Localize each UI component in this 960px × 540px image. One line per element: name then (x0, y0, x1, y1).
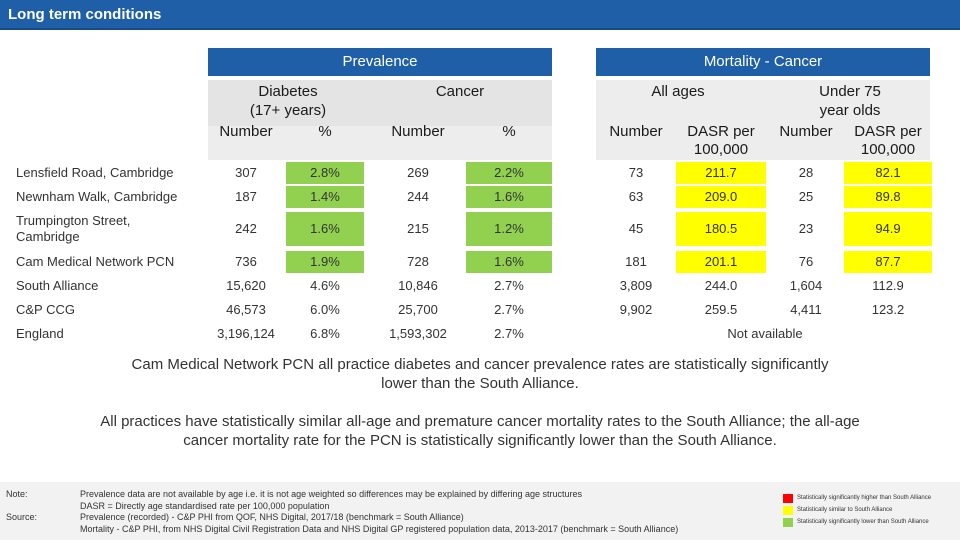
all-ages-dasr: 180.5 (676, 212, 766, 246)
diabetes-number: 15,620 (226, 278, 266, 293)
under-75-number: 28 (798, 165, 814, 180)
under-75-number: 25 (798, 189, 814, 204)
cancer-percent: 1.6% (466, 251, 552, 273)
table-row: Newnham Walk, Cambridge 187 1.4% 244 1.6… (10, 185, 932, 209)
under-75-dasr: 94.9 (844, 212, 932, 246)
diabetes-percent: 2.8% (286, 162, 364, 184)
mortality-header: Mortality - Cancer (596, 48, 930, 76)
all-ages-header: All ages (651, 83, 705, 100)
all-ages-dasr: 209.0 (676, 186, 766, 208)
cancer-number: 728 (407, 254, 429, 269)
under-75-dasr: 123.2 (871, 302, 905, 317)
diabetes-percent: 6.0% (310, 302, 340, 317)
cancer-number: 10,846 (398, 278, 438, 293)
under-75-dasr: 112.9 (872, 278, 904, 293)
cancer-percent: 1.2% (466, 212, 552, 246)
legend-swatch-red (783, 494, 793, 503)
column-header-under-75-number: Number (779, 123, 833, 140)
cancer-percent: 2.2% (466, 162, 552, 184)
diabetes-percent: 6.8% (310, 326, 340, 341)
all-ages-number: 3,809 (619, 278, 653, 293)
table-row: Lensfield Road, Cambridge 307 2.8% 269 2… (10, 161, 932, 185)
legend-swatch-yellow (783, 506, 793, 515)
legend-swatch-green (783, 518, 793, 527)
row-label: England (16, 326, 64, 341)
diabetes-number: 46,573 (226, 302, 266, 317)
column-header-cancer-percent: % (502, 123, 516, 140)
cancer-percent: 1.6% (466, 186, 552, 208)
column-header-diabetes-number: Number (219, 123, 273, 140)
all-ages-dasr: 244.0 (704, 278, 738, 293)
under-75-dasr: 87.7 (844, 251, 932, 273)
legend-item-lower: Statistically significantly lower than S… (783, 518, 953, 527)
legend-item-similar: Statistically similar to South Alliance (783, 506, 953, 515)
all-ages-dasr: 211.7 (676, 162, 766, 184)
cancer-number: 25,700 (398, 302, 438, 317)
cancer-number: 215 (407, 221, 429, 236)
footer: Note: Source: Prevalence data are not av… (0, 482, 960, 540)
under-75-number: 1,604 (789, 278, 823, 293)
footer-notes: Prevalence data are not available by age… (80, 489, 679, 534)
diabetes-percent: 1.6% (286, 212, 364, 246)
summary-mortality: All practices have statistically similar… (100, 413, 860, 449)
all-ages-number: 63 (628, 189, 644, 204)
table-row: Trumpington Street, Cambridge 242 1.6% 2… (10, 211, 932, 247)
column-header-under-75-dasr: DASR per 100,000 (854, 123, 922, 158)
cancer-percent: 2.7% (494, 278, 524, 293)
table-row: C&P CCG 46,573 6.0% 25,700 2.7% 9,902 25… (10, 298, 932, 322)
row-label: Lensfield Road, Cambridge (16, 165, 174, 180)
row-label: South Alliance (16, 278, 99, 293)
diabetes-percent: 1.9% (286, 251, 364, 273)
all-ages-number: 9,902 (619, 302, 653, 317)
column-header-diabetes-percent: % (318, 123, 332, 140)
cancer-header: Cancer (435, 83, 485, 100)
page-title: Long term conditions (0, 0, 960, 30)
row-label: C&P CCG (16, 302, 75, 317)
column-header-all-ages-dasr: DASR per 100,000 (687, 123, 755, 158)
cancer-percent: 2.7% (494, 326, 524, 341)
table-row: England 3,196,124 6.8% 1,593,302 2.7% No… (10, 322, 932, 346)
row-label: Trumpington Street, Cambridge (16, 213, 131, 244)
diabetes-number: 242 (235, 221, 257, 236)
under-75-number: 4,411 (790, 302, 822, 317)
row-label: Newnham Walk, Cambridge (16, 189, 178, 204)
diabetes-number: 736 (235, 254, 257, 269)
cancer-header-band (368, 80, 552, 126)
under-75-dasr: 89.8 (844, 186, 932, 208)
note-label: Note: (6, 489, 28, 499)
table-row: South Alliance 15,620 4.6% 10,846 2.7% 3… (10, 274, 932, 298)
all-ages-dasr: 201.1 (676, 251, 766, 273)
diabetes-percent: 1.4% (286, 186, 364, 208)
cancer-percent: 2.7% (494, 302, 524, 317)
column-header-cancer-number: Number (391, 123, 445, 140)
cancer-number: 244 (407, 189, 429, 204)
diabetes-number: 187 (235, 189, 257, 204)
diabetes-header-band (208, 80, 368, 126)
column-header-all-ages-number: Number (609, 123, 663, 140)
all-ages-number: 73 (628, 165, 644, 180)
all-ages-dasr: 259.5 (704, 302, 738, 317)
cancer-number: 1,593,302 (389, 326, 447, 341)
prevalence-header: Prevalence (208, 48, 552, 76)
summary-prevalence: Cam Medical Network PCN all practice dia… (131, 356, 829, 392)
legend-item-higher: Statistically significantly higher than … (783, 494, 953, 503)
all-ages-number: 181 (625, 254, 647, 269)
under-75-number: 76 (798, 254, 814, 269)
diabetes-number: 3,196,124 (217, 326, 275, 341)
significance-legend: Statistically significantly higher than … (783, 492, 953, 532)
row-label: Cam Medical Network PCN (16, 254, 175, 269)
mortality-subheader-band (596, 80, 930, 160)
diabetes-number: 307 (235, 165, 257, 180)
under-75-number: 23 (798, 221, 814, 236)
not-available-note: Not available (727, 326, 803, 341)
all-ages-number: 45 (628, 221, 644, 236)
under-75-dasr: 82.1 (844, 162, 932, 184)
source-label: Source: (6, 512, 38, 522)
cancer-number: 269 (407, 165, 429, 180)
table-row: Cam Medical Network PCN 736 1.9% 728 1.6… (10, 250, 932, 274)
under-75-header: Under 75 year olds (819, 83, 881, 119)
diabetes-header: Diabetes (17+ years) (249, 83, 327, 119)
diabetes-percent: 4.6% (310, 278, 340, 293)
